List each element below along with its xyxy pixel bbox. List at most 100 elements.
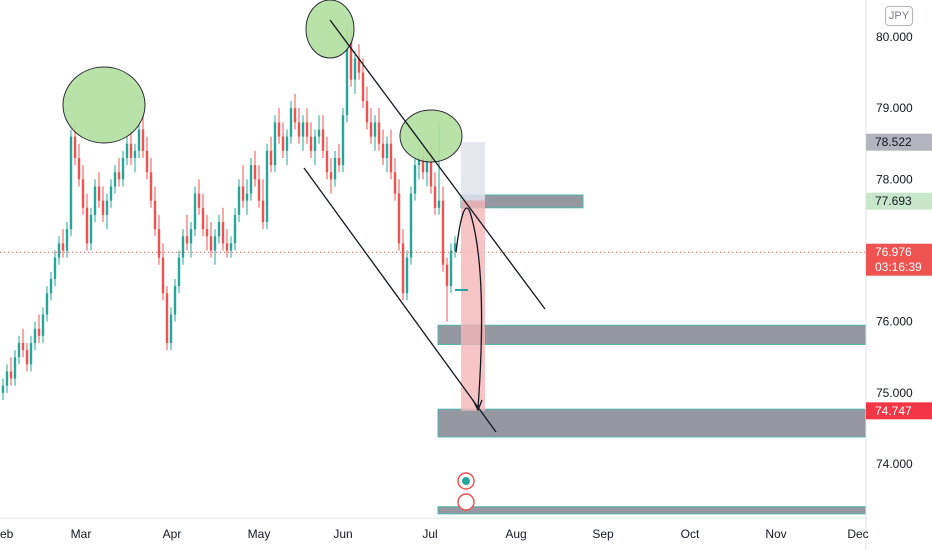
candle-body: [245, 193, 249, 201]
candle-body: [105, 200, 109, 215]
candle-body: [137, 129, 141, 151]
price-tag-1[interactable]: 77.693: [866, 192, 932, 210]
candle-body: [229, 243, 233, 251]
candle-body: [381, 143, 385, 158]
drawings-layer[interactable]: [62, 0, 546, 511]
x-tick-label-apr: Apr: [163, 527, 182, 541]
candle-body: [225, 243, 229, 251]
price-tag-text: 76.976: [875, 245, 912, 259]
projection-arrow[interactable]: [455, 207, 483, 409]
candle-body: [145, 150, 149, 173]
peak-circle-0[interactable]: [62, 66, 146, 144]
position-stop-zone[interactable]: [461, 142, 485, 201]
candle-body: [261, 200, 265, 223]
candle-body: [257, 179, 261, 201]
short-position-tool[interactable]: [461, 142, 485, 411]
channel-line-lower[interactable]: [303, 167, 497, 433]
candle-body: [149, 172, 153, 201]
candle-body: [217, 222, 221, 237]
candle-body: [1, 385, 5, 393]
candle-body: [449, 250, 453, 287]
candle-body: [369, 122, 373, 137]
candle-body: [365, 101, 369, 123]
x-tick-label-oct: Oct: [681, 527, 700, 541]
candle-body: [233, 214, 237, 244]
candle-body: [281, 136, 285, 151]
candle-body: [69, 136, 73, 230]
zone-1[interactable]: [437, 324, 867, 345]
candle-body: [61, 243, 65, 251]
x-tick-label-dec: Dec: [847, 527, 868, 541]
candle-body: [441, 200, 445, 265]
y-tick-label-1: 79.000: [876, 101, 913, 115]
candle-body: [437, 200, 441, 208]
candle-body: [285, 136, 289, 151]
candle-body: [21, 343, 25, 351]
candle-body: [293, 108, 297, 123]
candle-body: [373, 122, 377, 137]
y-tick-label-4: 75.000: [876, 386, 913, 400]
candle-body: [213, 236, 217, 251]
candle-body: [325, 150, 329, 173]
peak-circle-2[interactable]: [399, 109, 463, 163]
candle-body: [393, 172, 397, 194]
zone-3[interactable]: [437, 506, 867, 515]
candle-body: [125, 143, 129, 158]
candle-body: [77, 157, 81, 180]
candle-body: [85, 207, 89, 244]
candle-body: [429, 157, 433, 187]
candle-body: [353, 58, 357, 80]
candle-body: [177, 257, 181, 287]
price-tag-bg: [866, 243, 932, 276]
candle-body: [57, 243, 61, 258]
x-tick-label-may: May: [248, 527, 271, 541]
candle-body: [241, 186, 245, 201]
price-countdown-text: 03:16:39: [875, 260, 922, 274]
candle-body: [389, 143, 393, 173]
currency-badge[interactable]: JPY: [885, 6, 913, 26]
y-tick-label-2: 78.000: [876, 172, 913, 186]
price-tag-0[interactable]: 78.522: [866, 133, 932, 151]
candle-body: [301, 122, 305, 137]
candle-body: [49, 278, 53, 294]
candle-body: [397, 193, 401, 244]
candle-body: [65, 229, 69, 251]
candle-body: [205, 229, 209, 237]
y-tick-label-0: 80.000: [876, 30, 913, 44]
candle-body: [273, 122, 277, 166]
arrow-head-icon: [472, 399, 483, 412]
price-tag-3[interactable]: 74.747: [866, 402, 932, 420]
candle-body: [53, 257, 57, 279]
candle-body: [9, 371, 13, 379]
price-tag-bg: [866, 402, 932, 420]
candle-body: [385, 143, 389, 158]
event-marker-icon[interactable]: [457, 493, 475, 511]
candle-body: [277, 122, 281, 137]
candle-body: [425, 157, 429, 173]
candle-body: [337, 157, 341, 166]
channel-line-upper[interactable]: [329, 19, 546, 310]
peak-circle-1[interactable]: [305, 0, 355, 59]
candle-body: [101, 200, 105, 215]
candle-body: [317, 129, 321, 137]
candle-body: [409, 193, 413, 258]
candles-layer: [1, 22, 468, 400]
x-tick-label-aug: Aug: [505, 527, 526, 541]
candle-body: [421, 157, 425, 173]
candle-body: [321, 129, 325, 151]
event-dot-icon: [462, 477, 470, 485]
candle-body: [269, 150, 273, 166]
candle-body: [45, 293, 49, 315]
candle-body: [25, 350, 29, 365]
price-tag-bg: [866, 133, 932, 151]
candle-body: [133, 150, 137, 158]
candle-body: [333, 157, 337, 180]
zone-2[interactable]: [437, 408, 867, 438]
candle-body: [445, 264, 449, 287]
candle-body: [33, 328, 37, 344]
candle-body: [361, 72, 365, 102]
